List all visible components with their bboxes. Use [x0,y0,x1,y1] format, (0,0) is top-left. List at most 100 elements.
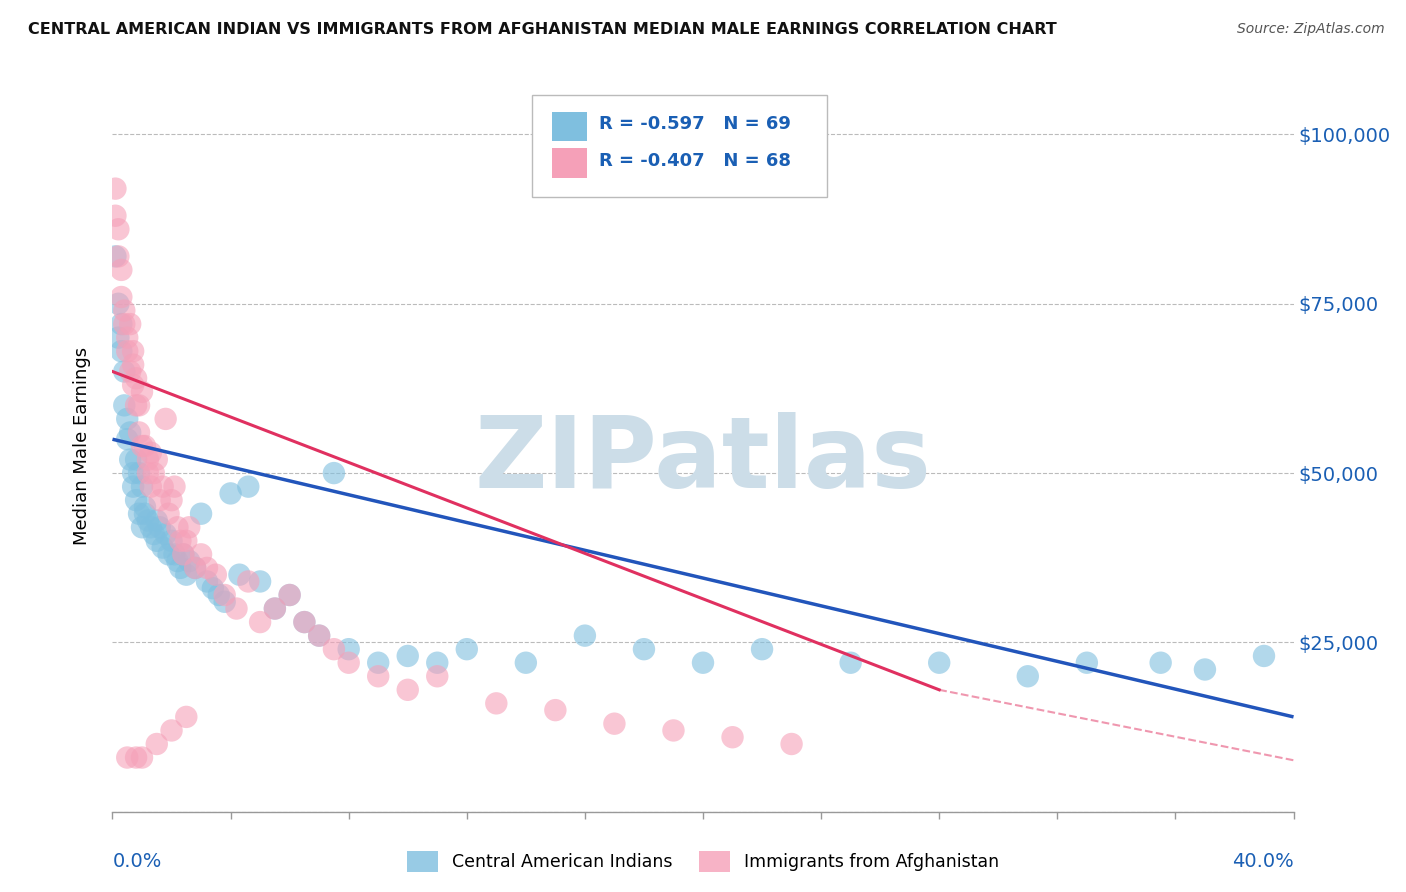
Point [120,317,142,331]
Point [184,561,207,575]
Point [139,520,162,534]
Point [120,425,142,440]
Point [110,317,132,331]
Point [122,378,145,392]
Point [160,533,183,548]
Point [292,615,315,629]
Point [214,595,236,609]
Point [146,737,169,751]
Point [190,547,212,561]
Point [128,398,150,412]
Point [122,344,145,359]
Point [128,425,150,440]
Point [238,574,260,589]
Point [214,588,236,602]
Point [139,480,162,494]
Point [134,507,156,521]
Point [751,642,773,657]
Point [195,574,218,589]
Point [112,317,135,331]
Point [278,588,301,602]
Point [1194,663,1216,677]
Point [169,561,191,575]
Point [120,452,142,467]
Point [721,730,744,744]
Point [134,500,156,514]
Point [249,574,271,589]
Point [104,209,127,223]
Text: Source: ZipAtlas.com: Source: ZipAtlas.com [1237,22,1385,37]
Point [152,541,174,555]
Point [117,331,138,345]
Point [107,222,129,236]
Point [426,669,449,683]
Point [110,263,132,277]
Point [152,480,174,494]
Point [117,412,138,426]
FancyBboxPatch shape [551,148,588,178]
Point [136,466,159,480]
Point [128,507,150,521]
Point [195,561,218,575]
Point [692,656,714,670]
Point [104,181,127,195]
Point [146,533,169,548]
Point [125,452,148,467]
Point [426,656,449,670]
Point [149,493,172,508]
Point [323,642,346,657]
Point [160,723,183,738]
Point [163,480,186,494]
Point [131,750,153,764]
Point [485,697,508,711]
Point [174,567,197,582]
Point [839,656,862,670]
Point [163,547,186,561]
Point [603,716,626,731]
Point [662,723,685,738]
Text: ZIPatlas: ZIPatlas [475,412,931,509]
Point [110,290,132,304]
Point [134,439,156,453]
Point [367,669,389,683]
Point [112,398,135,412]
Point [122,466,145,480]
Point [157,507,180,521]
FancyBboxPatch shape [551,112,588,141]
Legend: Central American Indians, Immigrants from Afghanistan: Central American Indians, Immigrants fro… [401,844,1005,879]
Point [292,615,315,629]
Point [264,601,287,615]
Point [107,331,129,345]
Point [337,656,360,670]
Point [544,703,567,717]
Point [107,297,129,311]
Point [174,533,197,548]
Point [131,439,153,453]
Point [225,601,247,615]
Point [136,514,159,528]
Point [174,710,197,724]
Point [117,344,138,359]
Point [131,480,153,494]
Point [120,364,142,378]
Point [264,601,287,615]
Point [396,648,419,663]
Point [179,520,201,534]
Text: CENTRAL AMERICAN INDIAN VS IMMIGRANTS FROM AFGHANISTAN MEDIAN MALE EARNINGS CORR: CENTRAL AMERICAN INDIAN VS IMMIGRANTS FR… [28,22,1057,37]
Point [125,398,148,412]
Point [110,344,132,359]
Point [1150,656,1173,670]
Point [157,547,180,561]
Point [122,358,145,372]
Point [172,547,194,561]
Text: R = -0.597   N = 69: R = -0.597 N = 69 [599,115,792,133]
Point [169,533,191,548]
Point [107,249,129,263]
Point [149,520,172,534]
Point [1017,669,1039,683]
Point [337,642,360,657]
Point [1076,656,1098,670]
Point [396,682,419,697]
Point [117,750,138,764]
Point [179,554,201,568]
